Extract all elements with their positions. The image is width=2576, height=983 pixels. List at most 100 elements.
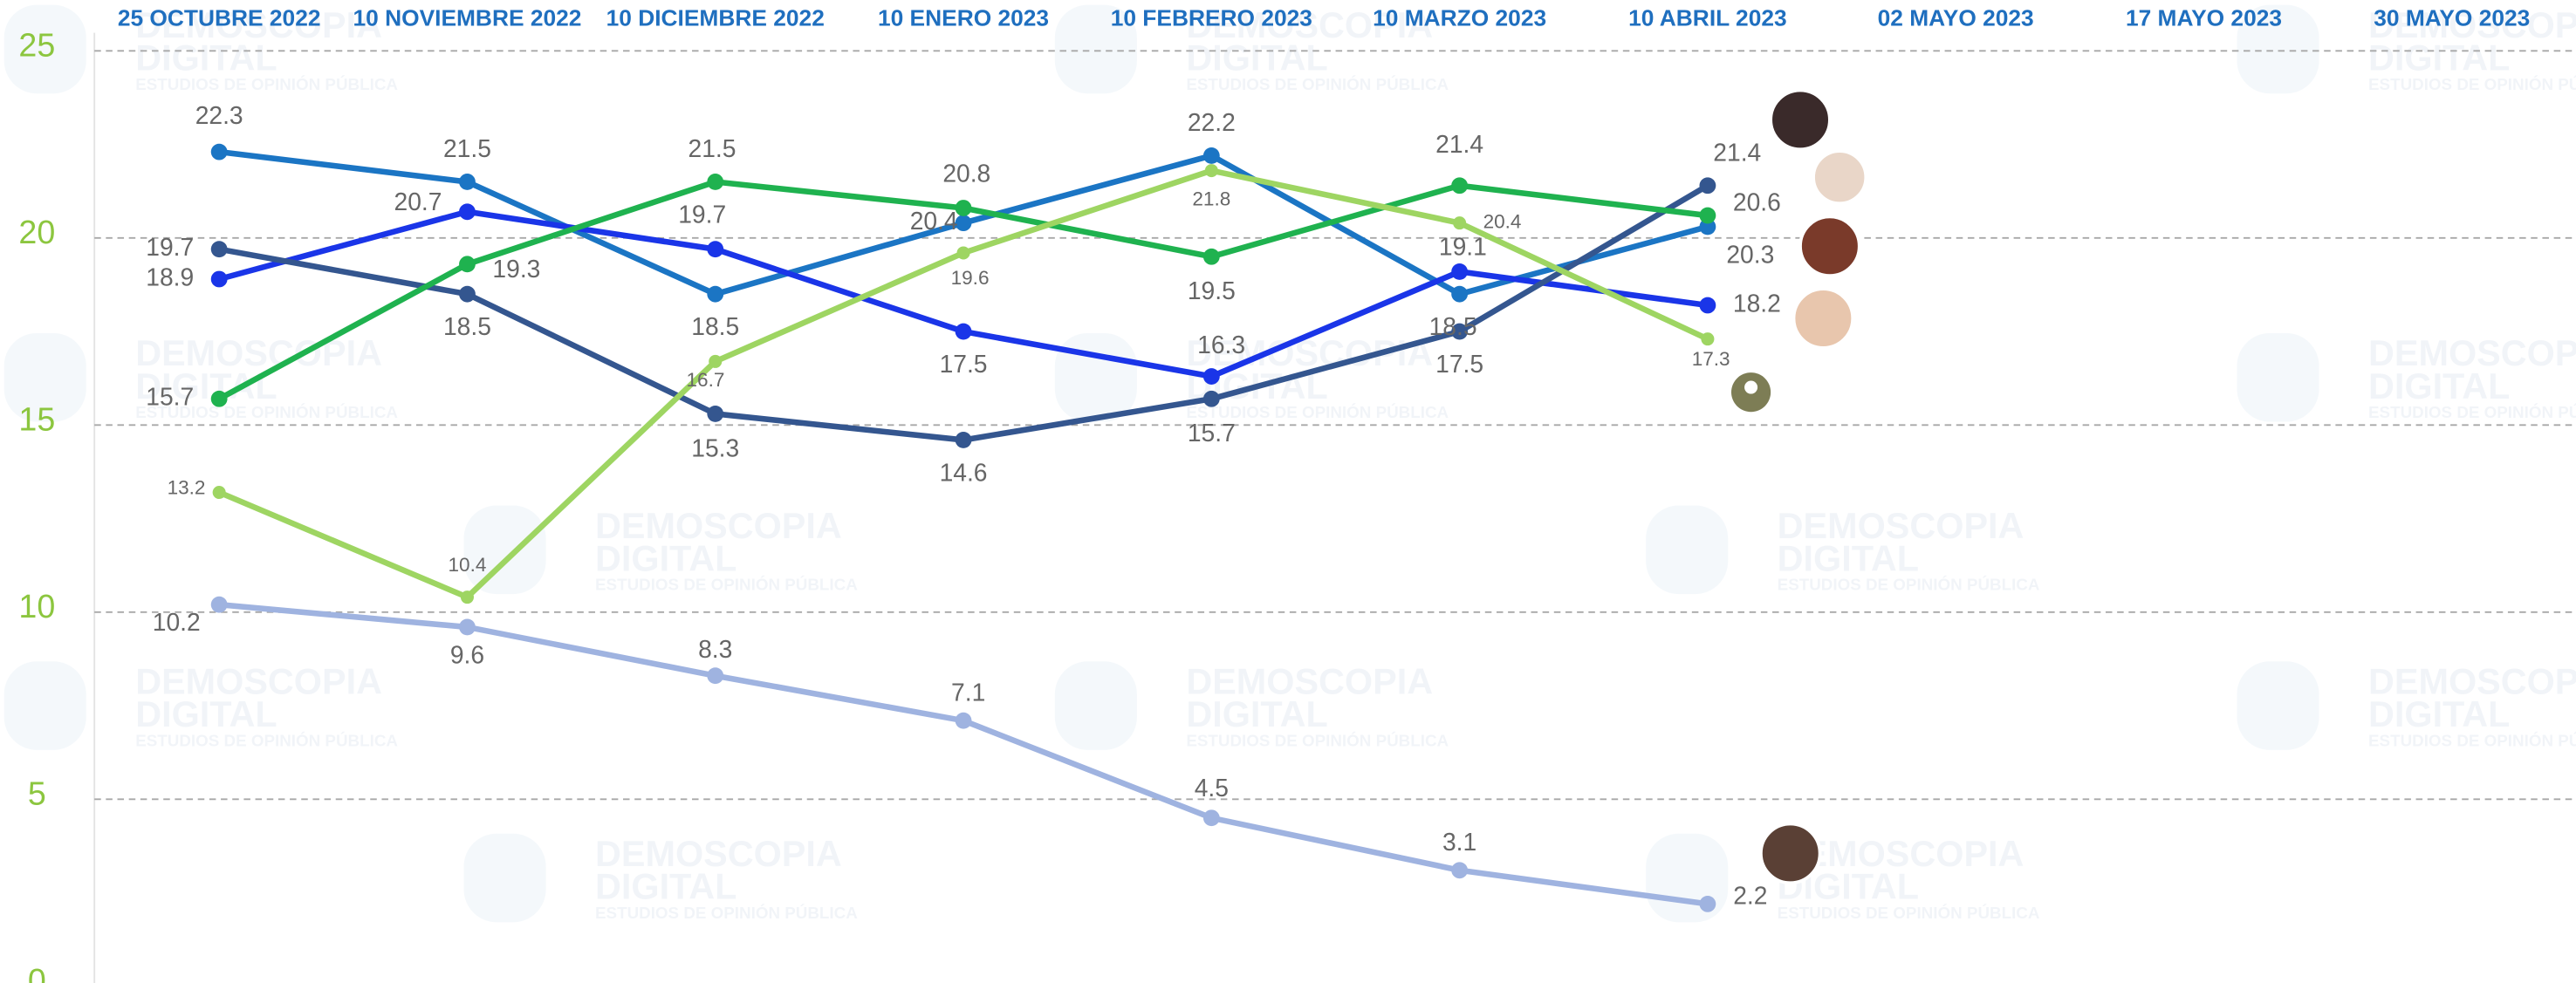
data-point xyxy=(707,406,724,422)
data-point xyxy=(1451,323,1469,340)
data-point xyxy=(210,390,228,407)
data-point xyxy=(1699,177,1716,195)
y-tick-label: 15 xyxy=(18,400,55,437)
data-label: 20.3 xyxy=(1726,240,1774,268)
lines xyxy=(210,143,1716,912)
watermark-logo xyxy=(2237,332,2319,422)
series-line xyxy=(218,601,1709,907)
watermark-logo xyxy=(1054,4,1137,94)
watermark-logo xyxy=(3,4,86,94)
data-point xyxy=(459,174,476,190)
watermark-text: DIGITAL xyxy=(135,694,277,734)
watermark-text: ESTUDIOS DE OPINIÓN PÚBLICA xyxy=(135,731,398,749)
data-point xyxy=(955,323,972,340)
y-tick-label: 10 xyxy=(18,588,55,625)
data-label: 10.4 xyxy=(448,554,486,576)
data-point xyxy=(210,596,228,613)
data-label: 19.3 xyxy=(492,255,540,283)
data-point xyxy=(460,590,474,604)
data-point xyxy=(956,246,970,260)
data-point xyxy=(707,241,724,258)
watermark-text: DEMOSCOPIA xyxy=(135,5,382,45)
data-point xyxy=(1699,895,1716,912)
data-label: 7.1 xyxy=(951,679,985,707)
watermark-text: DEMOSCOPIA xyxy=(1186,662,1433,702)
watermark-logo xyxy=(1054,332,1137,422)
data-label: 22.2 xyxy=(1188,108,1236,136)
data-point xyxy=(1701,332,1715,346)
data-label: 17.3 xyxy=(1692,348,1730,370)
watermark-text: ESTUDIOS DE OPINIÓN PÚBLICA xyxy=(1186,731,1449,749)
data-label: 16.3 xyxy=(1197,331,1245,358)
watermark-text: ESTUDIOS DE OPINIÓN PÚBLICA xyxy=(1186,75,1449,93)
y-tick-label: 5 xyxy=(28,775,46,811)
watermark-text: DIGITAL xyxy=(1778,538,1919,578)
watermark-logo xyxy=(1646,833,1729,923)
watermark-text: ESTUDIOS DE OPINIÓN PÚBLICA xyxy=(1778,576,2040,594)
data-point xyxy=(459,203,476,221)
data-point xyxy=(1204,164,1218,178)
data-label: 20.6 xyxy=(1733,188,1781,215)
avatar xyxy=(1798,215,1861,277)
watermark-text: DEMOSCOPIA xyxy=(2368,662,2576,702)
data-point xyxy=(709,354,723,368)
watermark-text: ESTUDIOS DE OPINIÓN PÚBLICA xyxy=(2368,403,2576,421)
data-point xyxy=(955,432,972,448)
data-point xyxy=(1202,809,1220,827)
data-point xyxy=(1699,218,1716,236)
data-point xyxy=(459,285,476,303)
data-point xyxy=(1699,207,1716,224)
data-point xyxy=(707,285,724,303)
watermark-text: DEMOSCOPIA xyxy=(135,662,382,702)
watermark-text: DIGITAL xyxy=(2368,694,2510,734)
watermark-text: DEMOSCOPIA xyxy=(595,834,842,874)
watermark-text: DIGITAL xyxy=(135,366,277,406)
data-point xyxy=(955,200,972,216)
data-point xyxy=(1451,263,1469,280)
watermark-text: ESTUDIOS DE OPINIÓN PÚBLICA xyxy=(1186,403,1449,421)
avatars xyxy=(1730,88,1868,885)
watermark-logo xyxy=(3,661,86,750)
data-labels: 22.3 21.5 18.5 20.4 22.2 18.5 20.3 18.9 20.7 19.7… xyxy=(146,101,1781,909)
watermark-logo xyxy=(1646,505,1729,595)
data-label: 10.2 xyxy=(153,608,201,636)
data-point xyxy=(1202,390,1220,407)
watermark-text: DIGITAL xyxy=(2368,38,2510,79)
x-tick-label: 10 FEBRERO 2023 xyxy=(1111,5,1312,31)
data-label: 13.2 xyxy=(168,477,206,499)
grid: 0 5 10 15 20 25 25 OCTUBRE 2022 10 NOVIEMBRE 20… xyxy=(18,5,2576,983)
data-label: 9.6 xyxy=(450,640,484,668)
data-label: 20.4 xyxy=(1483,211,1522,233)
data-label: 19.5 xyxy=(1188,276,1236,304)
x-tick-label: 10 ABRIL 2023 xyxy=(1628,5,1786,31)
watermark-text: ESTUDIOS DE OPINIÓN PÚBLICA xyxy=(135,403,398,421)
data-label: 21.4 xyxy=(1713,138,1761,166)
data-label: 2.2 xyxy=(1733,881,1767,909)
x-tick-label: 25 OCTUBRE 2022 xyxy=(118,5,321,31)
avatar-icon xyxy=(1744,380,1758,394)
data-label: 19.6 xyxy=(951,267,990,289)
data-point xyxy=(1202,368,1220,385)
data-point xyxy=(210,241,228,258)
data-label: 19.7 xyxy=(146,233,194,261)
data-point xyxy=(707,174,724,190)
data-label: 21.4 xyxy=(1435,130,1483,158)
watermark-logo xyxy=(463,833,546,923)
y-tick-label: 20 xyxy=(18,214,55,250)
data-point xyxy=(1699,297,1716,314)
watermark-text: ESTUDIOS DE OPINIÓN PÚBLICA xyxy=(595,576,858,594)
watermark-text: DIGITAL xyxy=(1186,38,1327,79)
data-point xyxy=(1202,248,1220,265)
watermark-text: DEMOSCOPIA xyxy=(1186,5,1433,45)
watermark-text: ESTUDIOS DE OPINIÓN PÚBLICA xyxy=(2368,75,2576,93)
data-point xyxy=(459,618,476,636)
data-point xyxy=(955,215,972,232)
y-tick-label: 0 xyxy=(28,962,46,983)
watermark-text: DEMOSCOPIA xyxy=(2368,5,2576,45)
data-label: 20.4 xyxy=(910,207,958,235)
data-label: 15.7 xyxy=(146,383,194,411)
data-label: 3.1 xyxy=(1442,828,1476,856)
